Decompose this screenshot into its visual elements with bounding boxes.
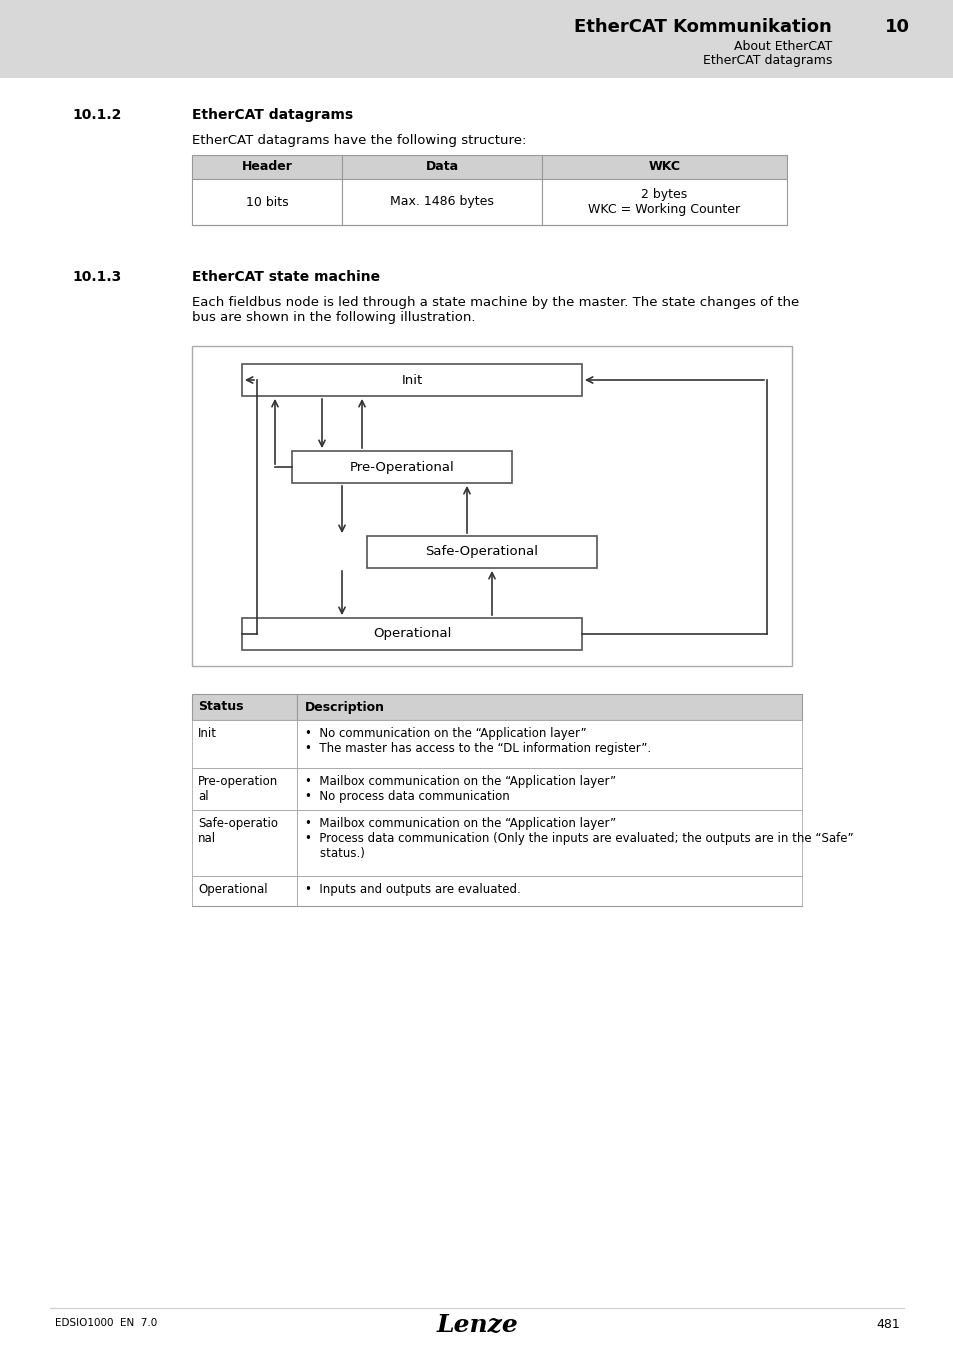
Text: •  Mailbox communication on the “Application layer”
•  Process data communicatio: • Mailbox communication on the “Applicat… — [305, 817, 853, 860]
Text: Lenze: Lenze — [436, 1314, 517, 1336]
Text: Safe-operatio
nal: Safe-operatio nal — [198, 817, 277, 845]
Bar — [341, 180, 541, 225]
Text: 10.1.3: 10.1.3 — [71, 270, 121, 284]
Text: Each fieldbus node is led through a state machine by the master. The state chang: Each fieldbus node is led through a stat… — [192, 296, 799, 324]
Bar — [192, 155, 341, 180]
Text: Max. 1486 bytes: Max. 1486 bytes — [390, 196, 494, 208]
Text: 2 bytes
WKC = Working Counter: 2 bytes WKC = Working Counter — [588, 188, 740, 216]
Bar — [296, 720, 801, 768]
Text: EtherCAT Kommunikation: EtherCAT Kommunikation — [574, 18, 831, 36]
Text: Status: Status — [198, 701, 243, 714]
Text: EDSIO1000  EN  7.0: EDSIO1000 EN 7.0 — [55, 1318, 157, 1328]
Text: About EtherCAT: About EtherCAT — [733, 40, 831, 53]
Text: EtherCAT state machine: EtherCAT state machine — [192, 270, 379, 284]
Text: Description: Description — [305, 701, 385, 714]
Text: Init: Init — [401, 374, 422, 386]
Text: •  No communication on the “Application layer”
•  The master has access to the “: • No communication on the “Application l… — [305, 728, 651, 755]
Text: 10: 10 — [884, 18, 909, 36]
Text: WKC: WKC — [648, 161, 679, 174]
Text: EtherCAT datagrams: EtherCAT datagrams — [702, 54, 831, 68]
Bar — [192, 720, 296, 768]
Bar — [296, 768, 801, 810]
Text: EtherCAT datagrams: EtherCAT datagrams — [192, 108, 353, 122]
Bar — [242, 618, 581, 649]
Bar — [296, 810, 801, 876]
Bar — [192, 876, 296, 906]
Text: •  Inputs and outputs are evaluated.: • Inputs and outputs are evaluated. — [305, 883, 520, 896]
Text: 10 bits: 10 bits — [246, 196, 288, 208]
Bar — [242, 364, 581, 396]
Text: Operational: Operational — [198, 883, 268, 896]
Text: 481: 481 — [876, 1318, 899, 1331]
Text: Operational: Operational — [373, 628, 451, 640]
Bar — [541, 155, 786, 180]
Bar — [192, 694, 296, 720]
Text: •  Mailbox communication on the “Application layer”
•  No process data communica: • Mailbox communication on the “Applicat… — [305, 775, 616, 803]
Bar — [367, 536, 597, 568]
Bar — [296, 876, 801, 906]
Bar — [296, 694, 801, 720]
Text: Safe-Operational: Safe-Operational — [425, 545, 537, 559]
Bar — [192, 180, 341, 225]
Bar — [192, 768, 296, 810]
Text: Pre-operation
al: Pre-operation al — [198, 775, 278, 803]
Text: Pre-Operational: Pre-Operational — [349, 460, 454, 474]
Text: EtherCAT datagrams have the following structure:: EtherCAT datagrams have the following st… — [192, 134, 526, 147]
Text: Data: Data — [425, 161, 458, 174]
Text: 10.1.2: 10.1.2 — [71, 108, 121, 122]
Bar — [192, 810, 296, 876]
Bar — [192, 346, 791, 666]
Text: Header: Header — [241, 161, 293, 174]
Bar — [292, 451, 512, 483]
Bar — [541, 180, 786, 225]
Bar — [341, 155, 541, 180]
Bar — [0, 0, 953, 78]
Text: Init: Init — [198, 728, 216, 740]
